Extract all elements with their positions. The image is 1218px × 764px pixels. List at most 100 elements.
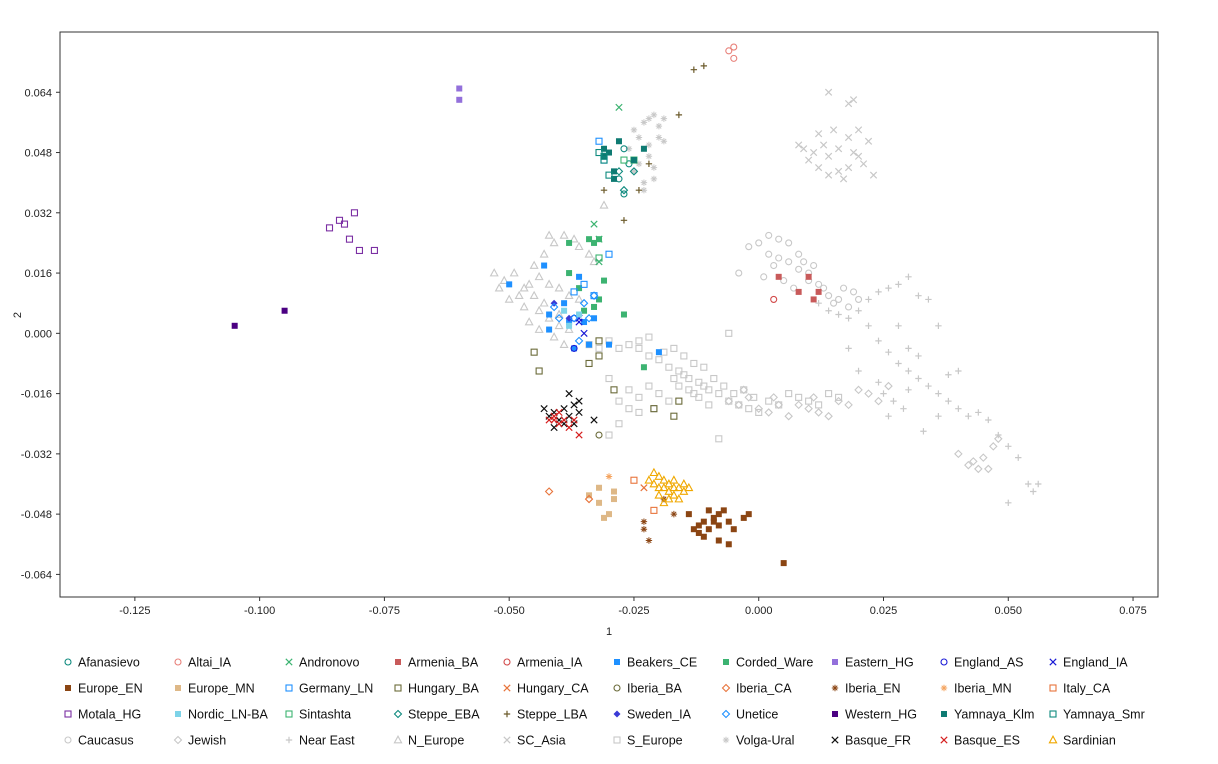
data-point xyxy=(570,416,578,424)
data-point xyxy=(654,471,664,480)
data-point xyxy=(610,168,617,175)
legend-label: Western_HG xyxy=(845,708,917,722)
data-point xyxy=(524,279,534,288)
data-point xyxy=(710,514,717,521)
data-point xyxy=(660,138,668,145)
data-point xyxy=(730,526,737,533)
data-point xyxy=(350,209,359,217)
data-point xyxy=(830,299,838,307)
data-point xyxy=(499,275,509,284)
data-point xyxy=(581,307,588,314)
data-point xyxy=(800,145,808,153)
data-point xyxy=(595,148,603,157)
data-point xyxy=(549,237,559,247)
data-point xyxy=(606,511,612,518)
series-armenia-ba xyxy=(775,273,822,303)
data-point xyxy=(599,200,609,209)
data-point xyxy=(824,152,833,160)
data-point xyxy=(670,344,678,352)
data-point xyxy=(534,305,544,315)
series-hungary-ca xyxy=(640,484,648,492)
data-point xyxy=(630,157,637,164)
data-point xyxy=(725,329,733,337)
data-point xyxy=(865,322,872,329)
data-point xyxy=(854,126,863,134)
data-point xyxy=(539,249,549,258)
legend-item: Steppe_EBA xyxy=(393,708,480,722)
data-point xyxy=(814,130,823,138)
data-point xyxy=(629,167,639,176)
legend-marker xyxy=(503,710,511,718)
data-point xyxy=(665,397,673,405)
data-point xyxy=(824,171,833,179)
data-point xyxy=(1005,499,1012,507)
data-point xyxy=(989,442,998,451)
data-point xyxy=(700,382,708,390)
data-point xyxy=(805,273,812,280)
legend-marker xyxy=(285,658,293,666)
legend-item: Near East xyxy=(285,734,355,748)
data-point xyxy=(864,137,873,145)
data-point xyxy=(600,152,608,160)
data-point xyxy=(281,307,288,314)
data-point xyxy=(645,382,653,390)
data-point xyxy=(905,367,912,375)
data-point xyxy=(566,270,573,277)
data-point xyxy=(569,234,579,243)
data-point xyxy=(880,390,887,397)
data-point xyxy=(591,315,598,322)
data-point xyxy=(561,300,568,307)
data-point xyxy=(591,239,598,246)
legend-label: Italy_CA xyxy=(1063,682,1111,696)
legend-label: Iberia_BA xyxy=(627,682,683,696)
series-iberia-mn xyxy=(605,473,613,480)
data-point xyxy=(655,349,662,356)
data-point xyxy=(845,303,853,311)
legend-item: Jewish xyxy=(173,734,226,748)
legend-marker xyxy=(721,709,731,719)
data-point xyxy=(335,216,344,224)
data-point xyxy=(655,122,663,130)
data-point xyxy=(700,533,707,540)
legend-marker xyxy=(722,736,730,744)
data-point xyxy=(545,416,553,424)
data-point xyxy=(695,522,702,529)
legend-item: Caucasus xyxy=(64,734,134,748)
data-point xyxy=(685,511,692,518)
data-point xyxy=(619,185,629,195)
data-point xyxy=(735,269,743,277)
legend-marker xyxy=(941,711,947,717)
series-western-hg xyxy=(231,307,288,329)
x-tick-label: 0.025 xyxy=(870,605,898,617)
data-point xyxy=(645,352,653,360)
data-point xyxy=(785,258,793,266)
data-point xyxy=(630,126,638,134)
data-point xyxy=(845,315,852,322)
data-point xyxy=(905,273,912,281)
data-point xyxy=(895,360,902,367)
data-point xyxy=(560,416,568,424)
data-point xyxy=(645,153,653,160)
data-point xyxy=(664,494,674,503)
x-tick-label: -0.050 xyxy=(494,605,525,617)
data-point xyxy=(535,367,543,375)
data-point xyxy=(945,371,952,378)
data-point xyxy=(915,352,922,360)
legend-label: Steppe_LBA xyxy=(517,708,588,722)
data-point xyxy=(809,393,818,402)
data-point xyxy=(905,345,912,352)
series-yamnaya-klm xyxy=(601,138,647,182)
data-point xyxy=(945,397,952,405)
data-point xyxy=(854,295,863,303)
data-point xyxy=(995,431,1002,439)
y-tick-label: -0.016 xyxy=(21,389,52,401)
data-point xyxy=(740,386,748,394)
data-point xyxy=(700,363,708,371)
data-point xyxy=(839,175,848,183)
data-point xyxy=(340,220,349,228)
data-point xyxy=(620,145,628,153)
data-point xyxy=(544,313,554,322)
data-point xyxy=(824,411,833,421)
legend-label: Yamnaya_Smr xyxy=(1063,708,1145,722)
data-point xyxy=(695,529,702,536)
